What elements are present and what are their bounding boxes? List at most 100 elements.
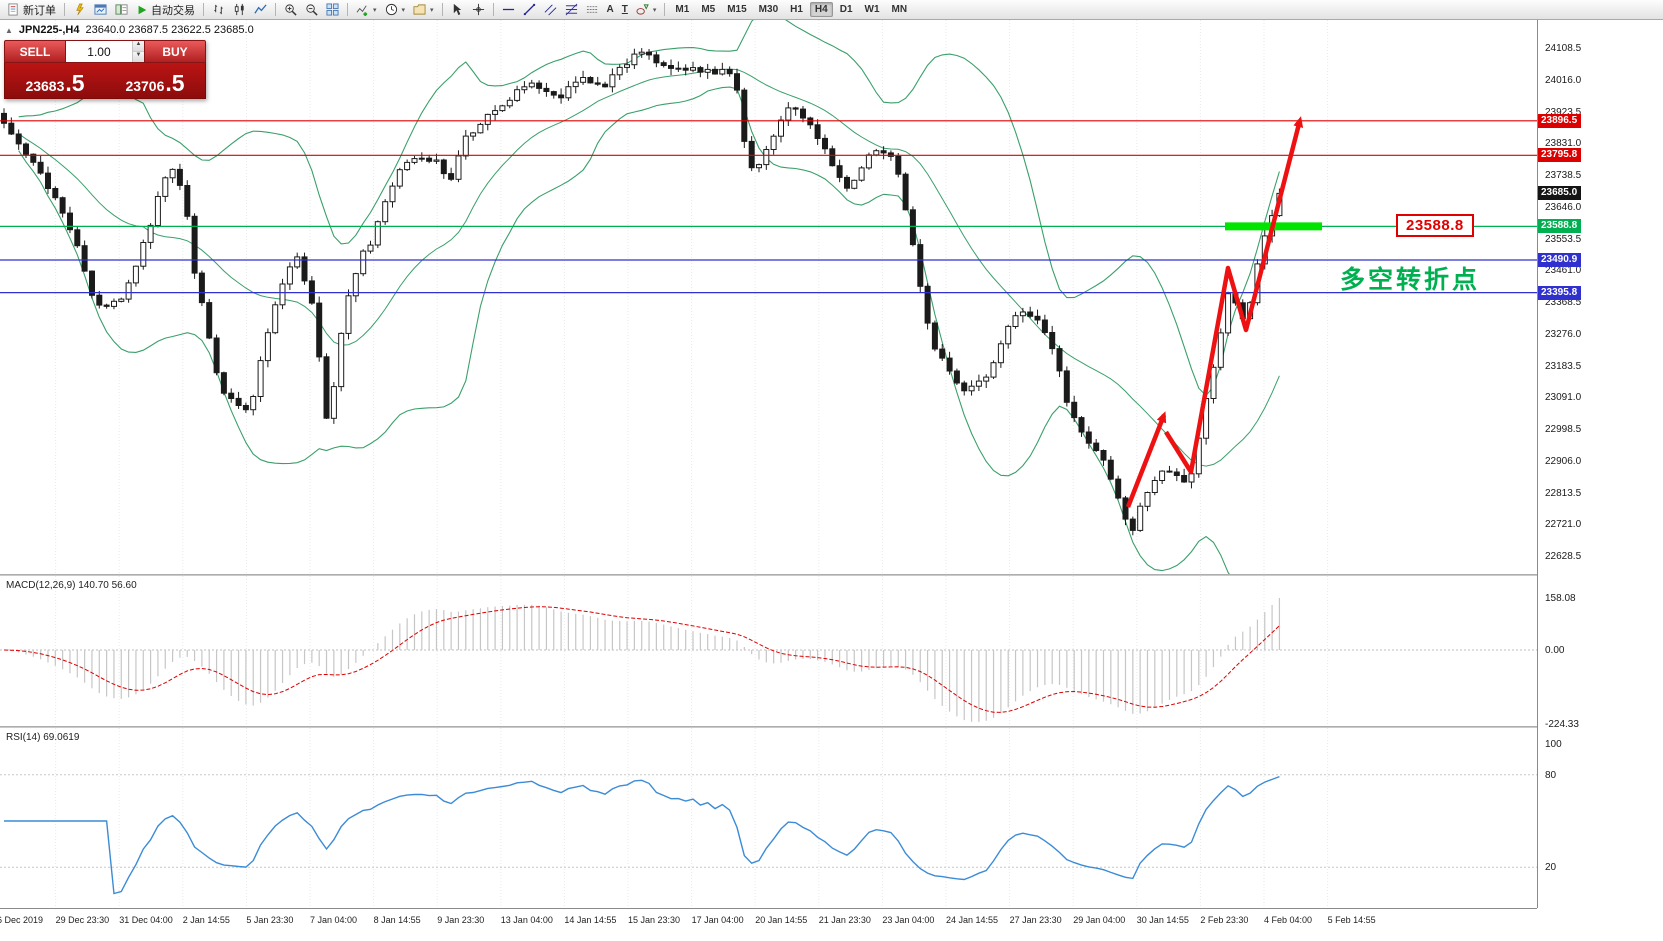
candlestick bbox=[506, 99, 513, 107]
cursor-button[interactable] bbox=[447, 1, 468, 18]
tile-windows-button[interactable] bbox=[322, 1, 343, 18]
candlestick bbox=[140, 242, 147, 267]
chart-window-icon bbox=[94, 4, 107, 15]
candlestick bbox=[697, 67, 704, 73]
templates-button[interactable]: ▾ bbox=[409, 1, 438, 18]
price-axis-label: 23461.0 bbox=[1545, 265, 1582, 277]
timeframe-button-M15[interactable]: M15 bbox=[722, 2, 751, 17]
macd-axis-label: 158.08 bbox=[1545, 593, 1576, 604]
macd-panel[interactable] bbox=[0, 576, 1537, 726]
shapes-icon bbox=[636, 4, 649, 15]
volume-input[interactable] bbox=[66, 41, 132, 62]
timeframe-button-D1[interactable]: D1 bbox=[835, 2, 858, 17]
candlestick bbox=[792, 107, 799, 110]
rsi-panel[interactable] bbox=[0, 728, 1537, 908]
dropdown-arrow-icon: ▾ bbox=[430, 6, 434, 14]
navigator-button[interactable] bbox=[111, 1, 132, 18]
horizontal-line-button[interactable] bbox=[498, 1, 519, 18]
zoom-in-button[interactable] bbox=[280, 1, 301, 18]
indicators-icon bbox=[356, 5, 368, 16]
candlestick bbox=[67, 212, 73, 231]
new-chart-button[interactable] bbox=[90, 1, 111, 18]
line-chart-button[interactable] bbox=[250, 1, 271, 18]
candlestick bbox=[858, 167, 865, 181]
trendline-button[interactable] bbox=[519, 1, 540, 18]
time-axis-label: 26 Dec 2019 bbox=[0, 915, 44, 925]
candlestick bbox=[206, 302, 213, 339]
price-axis-label: 22998.5 bbox=[1545, 424, 1582, 435]
timeframe-button-W1[interactable]: W1 bbox=[860, 2, 885, 17]
candlestick bbox=[1137, 505, 1144, 531]
text-label-button[interactable]: T bbox=[618, 1, 632, 18]
time-axis-label: 4 Feb 04:00 bbox=[1264, 915, 1313, 925]
new-order-button[interactable]: 新订单 bbox=[3, 1, 60, 18]
scripts-button[interactable] bbox=[69, 1, 90, 18]
price-axis-label: 23646.0 bbox=[1545, 201, 1582, 213]
turning-point-text[interactable]: 多空转折点 bbox=[1340, 266, 1481, 294]
candlestick bbox=[565, 86, 572, 99]
candlestick bbox=[931, 322, 938, 350]
periods-button[interactable]: ▾ bbox=[381, 1, 410, 18]
timeframe-button-H1[interactable]: H1 bbox=[785, 2, 808, 17]
support-price-label[interactable]: 23588.8 bbox=[1396, 214, 1474, 237]
fibonacci-button[interactable] bbox=[561, 1, 582, 18]
main-chart[interactable] bbox=[0, 20, 1537, 574]
candlestick bbox=[1027, 311, 1034, 317]
candlestick bbox=[646, 51, 652, 56]
candlestick bbox=[880, 150, 887, 154]
candlestick bbox=[616, 66, 623, 76]
price-axis-label: 23553.5 bbox=[1545, 233, 1582, 245]
buy-price: 23706 .5 bbox=[105, 63, 205, 98]
sell-price-pips: .5 bbox=[65, 70, 85, 96]
line-chart-icon bbox=[254, 4, 267, 14]
bollinger-lower bbox=[18, 86, 1230, 574]
candlestick bbox=[272, 304, 279, 334]
candlestick bbox=[45, 172, 51, 190]
timeframe-button-M5[interactable]: M5 bbox=[696, 2, 720, 17]
candlestick bbox=[719, 68, 726, 75]
panel-separator[interactable] bbox=[0, 726, 1663, 728]
candlestick bbox=[660, 62, 667, 67]
grid-button[interactable] bbox=[582, 1, 603, 18]
arrows-button[interactable]: ▾ bbox=[632, 1, 661, 18]
candlestick bbox=[983, 376, 990, 382]
buy-button[interactable]: BUY bbox=[144, 40, 206, 63]
volume-increase-button[interactable]: ▲ bbox=[132, 41, 144, 52]
crosshair-button[interactable] bbox=[468, 1, 489, 18]
collapse-trade-panel-icon[interactable]: ▲ bbox=[5, 25, 13, 35]
price-axis-label: 22721.0 bbox=[1545, 519, 1582, 531]
candlestick bbox=[492, 110, 499, 115]
candlestick bbox=[169, 168, 176, 179]
sell-button[interactable]: SELL bbox=[4, 40, 66, 63]
autotrading-button[interactable]: 自动交易 bbox=[132, 1, 199, 18]
candlestick bbox=[294, 256, 301, 268]
timeframe-button-MN[interactable]: MN bbox=[887, 2, 913, 17]
candlestick bbox=[89, 270, 95, 296]
time-axis[interactable]: 26 Dec 2019 29 Dec 23:30 31 Dec 04:00 2 Jan… bbox=[0, 908, 1537, 941]
candlestick bbox=[477, 123, 484, 134]
candlestick bbox=[484, 113, 491, 125]
candlestick-chart-button[interactable] bbox=[229, 1, 250, 18]
timeframe-button-M1[interactable]: M1 bbox=[670, 2, 694, 17]
candlestick bbox=[543, 87, 550, 93]
candlestick bbox=[873, 150, 880, 156]
candlestick bbox=[822, 137, 828, 150]
zoom-out-button[interactable] bbox=[301, 1, 322, 18]
candlestick bbox=[558, 94, 565, 99]
candlestick bbox=[191, 215, 198, 274]
price-axis[interactable]: 24108.5 24016.0 23923.5 23831.0 23738.5 23646… bbox=[1537, 20, 1663, 908]
macd-axis-label: 0.00 bbox=[1545, 645, 1565, 656]
timeframe-button-H4[interactable]: H4 bbox=[809, 2, 833, 17]
indicators-button[interactable]: ▾ bbox=[352, 1, 381, 18]
text-button[interactable]: A bbox=[603, 1, 618, 18]
volume-decrease-button[interactable]: ▼ bbox=[132, 52, 144, 62]
candlestick bbox=[1151, 480, 1158, 493]
bar-chart-button[interactable] bbox=[208, 1, 229, 18]
candlestick bbox=[580, 77, 587, 83]
price-axis-label: 23276.0 bbox=[1545, 328, 1582, 340]
candlestick bbox=[521, 86, 528, 91]
panel-separator[interactable] bbox=[0, 574, 1663, 576]
equidistant-channel-button[interactable] bbox=[540, 1, 561, 18]
timeframe-button-M30[interactable]: M30 bbox=[754, 2, 783, 17]
bar-chart-icon bbox=[214, 4, 223, 15]
